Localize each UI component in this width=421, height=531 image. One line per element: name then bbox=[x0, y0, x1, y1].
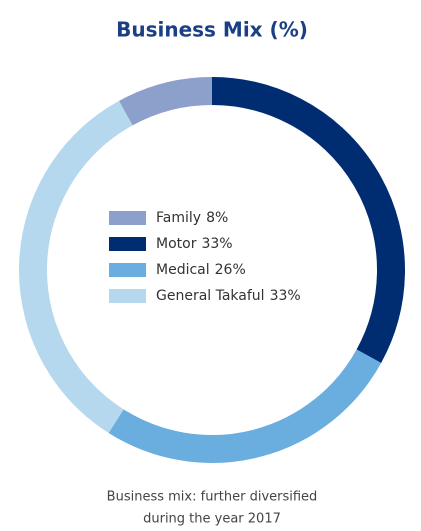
caption: Business mix: further diversified bbox=[107, 490, 318, 505]
legend-name: General Takaful bbox=[156, 288, 265, 304]
legend-name: Medical bbox=[156, 262, 210, 278]
donut-segment bbox=[119, 77, 213, 126]
legend-swatch bbox=[109, 263, 146, 277]
legend-label: Family 8% bbox=[156, 210, 228, 226]
legend-label: General Takaful 33% bbox=[156, 288, 301, 304]
legend-value: 26% bbox=[215, 262, 246, 278]
legend-name: Motor bbox=[156, 236, 197, 252]
legend-value: 8% bbox=[206, 210, 228, 226]
donut-segment bbox=[19, 100, 133, 433]
caption: during the year 2017 bbox=[143, 512, 281, 527]
legend-swatch bbox=[109, 289, 146, 303]
chart-title: Business Mix (%) bbox=[116, 18, 308, 42]
legend-swatch bbox=[109, 237, 146, 251]
legend-label: Motor 33% bbox=[156, 236, 233, 252]
donut-segment bbox=[211, 77, 405, 363]
legend-name: Family bbox=[156, 210, 201, 226]
legend-value: 33% bbox=[270, 288, 301, 304]
legend-label: Medical 26% bbox=[156, 262, 246, 278]
donut-segment bbox=[108, 349, 382, 463]
legend-swatch bbox=[109, 211, 146, 225]
legend-value: 33% bbox=[201, 236, 232, 252]
